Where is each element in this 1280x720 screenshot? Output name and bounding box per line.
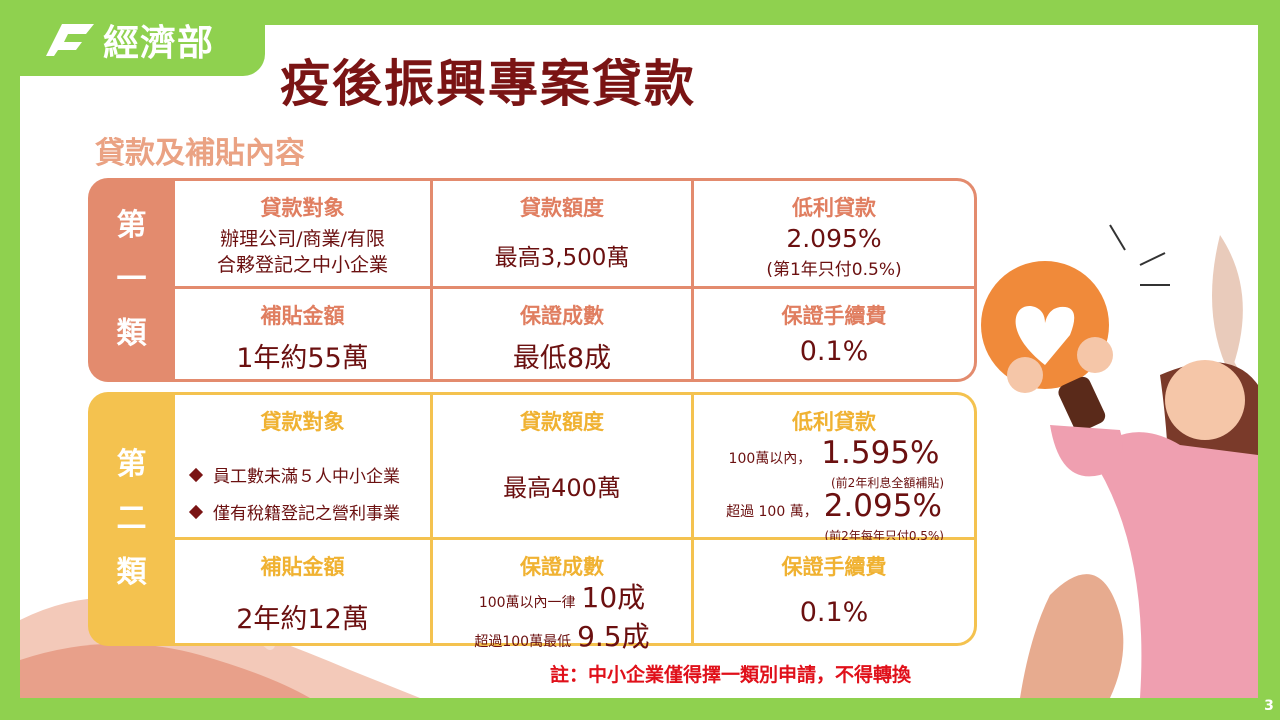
cell-value: 1年約55萬 bbox=[236, 343, 369, 374]
tier: 超過100萬最低 9.5成 bbox=[474, 620, 649, 659]
table-cell: 低利貸款 100萬以內， 1.595% (前2年利息全額補貼) 超過 100 萬，… bbox=[694, 395, 974, 543]
tier-note: (前2年利息全額補貼) bbox=[831, 476, 944, 490]
cell-header: 低利貸款 bbox=[792, 196, 876, 220]
category-label-text: 第二類 bbox=[116, 447, 147, 590]
bullet-text: 僅有稅籍登記之營利事業 bbox=[213, 504, 400, 524]
logo-tab bbox=[0, 0, 265, 76]
tier-condition: 超過100萬最低 bbox=[474, 634, 572, 650]
cell-value: 0.1% bbox=[799, 597, 869, 628]
bullet-text: 員工數未滿５人中小企業 bbox=[213, 467, 400, 487]
table-cell: 低利貸款 2.095% (第1年只付0.5%) bbox=[694, 181, 974, 286]
cell-header: 貸款對象 bbox=[260, 196, 345, 220]
illustration bbox=[930, 224, 1258, 698]
category-label-text: 第一類 bbox=[116, 208, 147, 351]
cell-header: 補貼金額 bbox=[260, 304, 345, 328]
cell-header: 貸款額度 bbox=[520, 410, 604, 434]
cell-value: 最高400萬 bbox=[503, 474, 621, 502]
table-cell: 保證手續費 0.1% bbox=[694, 540, 974, 643]
table-cell: 保證手續費 0.1% bbox=[694, 289, 974, 379]
title: 疫後振興專案貸款 bbox=[280, 55, 696, 113]
table-cell: 保證成數 100萬以內一律 10成 超過100萬最低 9.5成 bbox=[433, 540, 691, 653]
category-label: 第二類 bbox=[88, 392, 175, 646]
table-cell: 貸款對象 員工數未滿５人中小企業 僅有稅籍登記之營利事業 bbox=[175, 395, 430, 537]
cell-value: 最低8成 bbox=[512, 343, 612, 374]
tier-rate: 9.5成 bbox=[577, 620, 650, 653]
cell-value: 2.095% bbox=[786, 224, 882, 253]
page-number: 3 bbox=[1264, 698, 1274, 714]
logo-text: 經濟部 bbox=[103, 23, 215, 64]
category-table: 第一類 貸款對象 辦理公司/商業/有限 合夥登記之中小企業 貸款額度 最高3,5… bbox=[88, 178, 977, 382]
subtitle: 貸款及補貼內容 bbox=[95, 136, 305, 171]
table-cell: 貸款對象 辦理公司/商業/有限 合夥登記之中小企業 bbox=[175, 181, 430, 286]
table-cell: 貸款額度 最高3,500萬 bbox=[433, 181, 691, 286]
tier-condition: 100萬以內， bbox=[728, 451, 812, 467]
tier-note: (前2年每年只付0.5%) bbox=[824, 529, 945, 543]
cell-header: 低利貸款 bbox=[792, 410, 876, 434]
cell-header: 貸款對象 bbox=[260, 410, 345, 434]
cell-header: 貸款額度 bbox=[520, 196, 604, 220]
cell-header: 保證手續費 bbox=[781, 555, 887, 579]
tier: 100萬以內， 1.595% bbox=[729, 438, 940, 474]
cell-value: 合夥登記之中小企業 bbox=[216, 254, 388, 276]
cell-value: 最高3,500萬 bbox=[494, 245, 630, 271]
bullet-item: 員工數未滿５人中小企業 bbox=[188, 462, 400, 487]
cell-value: 辦理公司/商業/有限 bbox=[220, 228, 385, 250]
cell-value: 2年約12萬 bbox=[236, 604, 369, 635]
category-label: 第一類 bbox=[88, 178, 175, 382]
cell-header: 保證手續費 bbox=[781, 304, 887, 328]
tier: 100萬以內一律 10成 bbox=[479, 581, 645, 620]
tier: 超過 100 萬， 2.095% bbox=[726, 491, 942, 527]
table-cell: 保證成數 最低8成 bbox=[433, 289, 691, 379]
category-table: 第二類 貸款對象 員工數未滿５人中小企業 僅有稅籍登記之營利事業 貸款額度 最高… bbox=[88, 392, 977, 653]
tier-condition: 超過 100 萬， bbox=[726, 504, 818, 520]
tier-rate: 1.595% bbox=[821, 435, 940, 471]
tier-condition: 100萬以內一律 bbox=[478, 595, 576, 611]
cell-header: 保證成數 bbox=[520, 555, 604, 579]
footnote: 註：中小企業僅得擇一類別申請，不得轉換 bbox=[550, 664, 912, 686]
tier-rate: 10成 bbox=[581, 581, 646, 614]
table-cell: 補貼金額 1年約55萬 bbox=[175, 289, 430, 379]
table-cell: 貸款額度 最高400萬 bbox=[433, 395, 691, 537]
logo-icon bbox=[46, 24, 94, 56]
cell-header: 補貼金額 bbox=[260, 555, 345, 579]
bullet-item: 僅有稅籍登記之營利事業 bbox=[188, 499, 400, 524]
cell-note: (第1年只付0.5%) bbox=[766, 260, 902, 280]
table-cell: 補貼金額 2年約12萬 bbox=[175, 540, 430, 643]
cell-value: 0.1% bbox=[799, 336, 869, 367]
cell-header: 保證成數 bbox=[520, 304, 604, 328]
tier-rate: 2.095% bbox=[823, 488, 942, 524]
